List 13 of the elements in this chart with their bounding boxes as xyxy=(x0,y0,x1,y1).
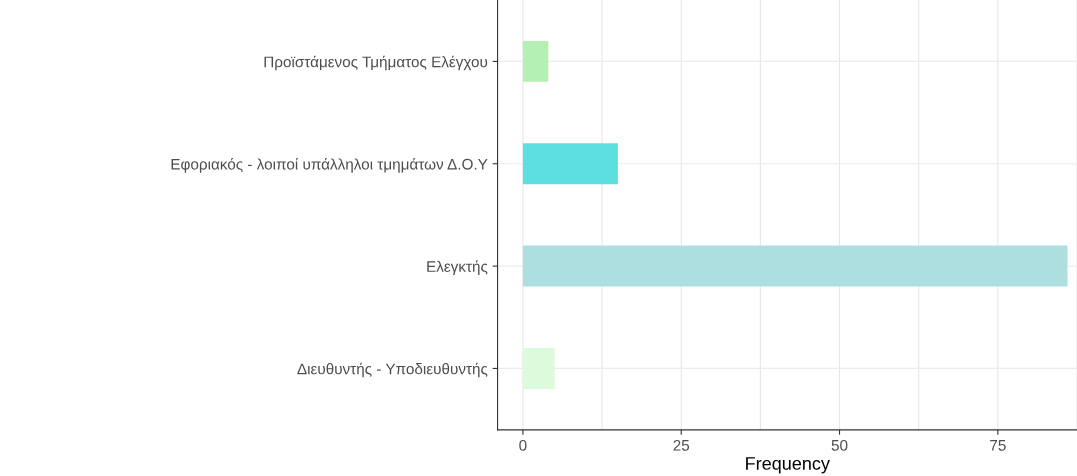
y-tick-label: Διευθυντής - Υποδιευθυντής xyxy=(297,362,488,378)
y-tick-label: Ελεγκτής xyxy=(427,260,488,275)
x-axis-title: Frequency xyxy=(746,457,830,474)
bar xyxy=(522,40,549,82)
bar xyxy=(522,143,618,185)
x-tick-label: 25 xyxy=(673,439,690,451)
x-tick-label: 50 xyxy=(831,439,848,451)
x-tick-label: 75 xyxy=(990,440,1006,451)
y-tick-label: Προϊστάμενος Τμήματος Ελέγχου xyxy=(264,55,488,71)
y-tick-label: Εφοριακός - λοιποί υπάλληλοι τμημάτων Δ.Ο.Υ xyxy=(171,157,488,173)
bar xyxy=(522,347,555,389)
bar xyxy=(522,245,1068,287)
x-tick-label: 0 xyxy=(519,439,527,451)
